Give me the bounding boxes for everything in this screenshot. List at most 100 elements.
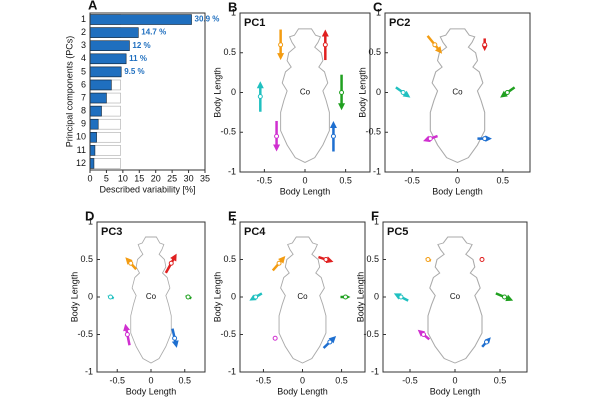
y-tick-label: -1 bbox=[373, 166, 381, 176]
arrow-origin bbox=[124, 332, 130, 337]
arrow-origin bbox=[272, 335, 278, 341]
center-annotation: Co bbox=[146, 292, 157, 301]
x-tick-label: 15 bbox=[134, 173, 144, 183]
y-axis-label: Body Length bbox=[357, 67, 367, 118]
bar bbox=[89, 118, 99, 130]
y-tick-label: -1 bbox=[228, 366, 236, 376]
x-axis-label: Body Length bbox=[277, 386, 328, 396]
y-tick-label: -0.5 bbox=[363, 329, 379, 339]
panel-letter: A bbox=[88, 0, 98, 12]
x-tick-label: 30 bbox=[184, 173, 194, 183]
y-tick-label: 8 bbox=[81, 106, 86, 116]
plot-frame bbox=[89, 12, 206, 171]
plot-frame bbox=[382, 221, 528, 373]
y-tick-label: 10 bbox=[76, 132, 86, 142]
bar bbox=[89, 158, 95, 169]
arrow-head bbox=[328, 336, 337, 344]
arrow-head bbox=[485, 135, 492, 142]
arrow-origin bbox=[257, 93, 263, 99]
arrow-origin bbox=[278, 42, 284, 48]
y-axis-label: Body Length bbox=[212, 67, 222, 118]
arrow-origin bbox=[427, 136, 433, 142]
value-label: 12 % bbox=[132, 41, 150, 50]
bar bbox=[89, 158, 121, 169]
arrow-origin bbox=[484, 339, 489, 345]
value-label: 14.7 % bbox=[141, 28, 166, 37]
bar bbox=[89, 53, 127, 65]
arrow-origin bbox=[479, 257, 485, 262]
x-tick-label: 0 bbox=[87, 173, 92, 183]
arrow-origin bbox=[253, 294, 259, 300]
value-label: 11 % bbox=[129, 54, 147, 63]
arrow-head bbox=[123, 323, 131, 332]
x-axis-label: Body Length bbox=[280, 186, 331, 196]
arrow bbox=[423, 134, 438, 143]
arrow-head bbox=[277, 53, 285, 61]
arrow bbox=[277, 29, 285, 61]
plot-frame bbox=[239, 221, 366, 373]
arrow-origin bbox=[342, 294, 348, 300]
arrow bbox=[273, 120, 281, 152]
arrow-origin bbox=[185, 294, 191, 300]
x-tick-label: 10 bbox=[118, 173, 128, 183]
arrow bbox=[272, 335, 278, 341]
x-tick-label: -0.5 bbox=[404, 175, 420, 185]
y-tick-label: 1 bbox=[231, 216, 236, 226]
center-annotation: Co bbox=[450, 292, 461, 301]
arrow-origin bbox=[432, 42, 438, 48]
plot-frame bbox=[96, 221, 206, 373]
arrow-origin bbox=[172, 335, 178, 341]
x-tick-label: 0.5 bbox=[497, 175, 510, 185]
arrow-head bbox=[338, 103, 346, 111]
y-tick-label: -1 bbox=[85, 366, 93, 376]
arrow-origin bbox=[168, 260, 174, 266]
x-axis-label: Described variability [%] bbox=[99, 184, 195, 194]
arrow bbox=[393, 293, 409, 302]
panel-title: PC3 bbox=[101, 226, 122, 238]
y-tick-label: 12 bbox=[76, 158, 86, 168]
arrow bbox=[481, 38, 488, 52]
panel-letter: B bbox=[228, 0, 237, 14]
plot-frame bbox=[239, 12, 371, 173]
y-tick-label: 1 bbox=[81, 14, 86, 24]
arrow-origin bbox=[482, 136, 488, 142]
y-tick-label: 1 bbox=[88, 216, 93, 226]
arrow bbox=[395, 86, 411, 98]
y-tick-label: 0 bbox=[231, 87, 236, 97]
arrow-head bbox=[273, 144, 281, 152]
arrow bbox=[338, 74, 346, 111]
y-tick-label: 0.5 bbox=[368, 47, 381, 57]
y-tick-label: 0 bbox=[374, 291, 379, 301]
x-tick-label: -0.5 bbox=[402, 375, 418, 385]
arrow bbox=[426, 35, 443, 54]
arrow-origin bbox=[504, 90, 510, 95]
value-label: 30.9 % bbox=[195, 15, 220, 24]
arrow bbox=[477, 135, 492, 142]
arrow bbox=[340, 294, 351, 300]
y-axis-label: Body Length bbox=[69, 272, 79, 323]
arrow-origin bbox=[400, 90, 406, 95]
arrow-head bbox=[125, 257, 133, 265]
panel-letter: F bbox=[371, 208, 379, 223]
bar bbox=[89, 14, 192, 25]
x-tick-label: 0.5 bbox=[335, 375, 348, 385]
panel-title: PC2 bbox=[389, 17, 410, 29]
arrow-head bbox=[171, 340, 179, 348]
y-tick-label: 2 bbox=[81, 27, 86, 37]
y-tick-label: 0.5 bbox=[223, 47, 236, 57]
arrow-head bbox=[329, 120, 337, 128]
arrow bbox=[479, 257, 485, 262]
arrow-shaft bbox=[426, 35, 440, 51]
arrow-origin bbox=[421, 332, 426, 337]
y-tick-label: 0.5 bbox=[80, 254, 93, 264]
y-tick-label: 1 bbox=[374, 216, 379, 226]
y-tick-label: 11 bbox=[77, 145, 86, 155]
arrow bbox=[256, 81, 264, 112]
arrow-origin bbox=[339, 90, 345, 95]
arrow-origin bbox=[322, 42, 328, 48]
x-tick-label: 0 bbox=[302, 175, 307, 185]
y-axis-label: Body Length bbox=[355, 272, 365, 323]
x-tick-label: -0.5 bbox=[256, 375, 272, 385]
x-tick-label: 20 bbox=[151, 173, 161, 183]
bar bbox=[89, 40, 130, 51]
